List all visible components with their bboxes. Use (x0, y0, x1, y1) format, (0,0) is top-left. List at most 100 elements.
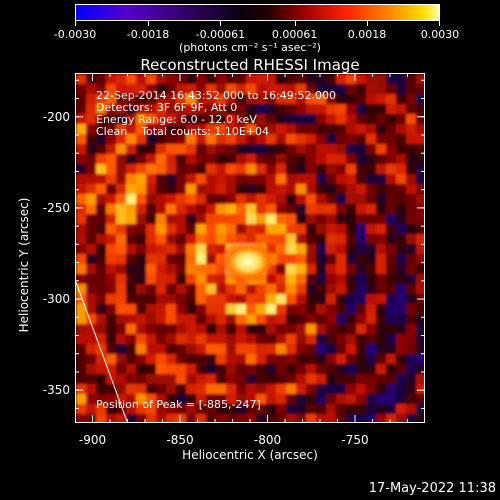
image-pixel (386, 174, 397, 185)
image-pixel (236, 104, 247, 115)
image-pixel (286, 324, 297, 335)
image-pixel (366, 314, 377, 325)
image-pixel (356, 234, 367, 245)
image-pixel (186, 234, 197, 245)
image-pixel (116, 94, 127, 105)
image-pixel (326, 164, 337, 175)
image-pixel (356, 224, 367, 235)
image-pixel (366, 324, 377, 335)
image-pixel (266, 184, 277, 195)
image-pixel (166, 284, 177, 295)
image-pixel (246, 334, 257, 345)
image-pixel (116, 274, 127, 285)
image-pixel (316, 184, 327, 195)
image-pixel (136, 144, 147, 155)
image-pixel (406, 94, 417, 105)
image-pixel (336, 334, 347, 345)
image-pixel (376, 394, 387, 405)
image-pixel (286, 284, 297, 295)
image-pixel (196, 154, 207, 165)
image-pixel (316, 344, 327, 355)
image-pixel (86, 194, 97, 205)
image-pixel (106, 104, 117, 115)
timestamp: 17-May-2022 11:38 (368, 481, 496, 496)
image-pixel (306, 234, 317, 245)
image-pixel (186, 274, 197, 285)
image-pixel (246, 364, 257, 375)
image-pixel (176, 254, 187, 265)
image-pixel (206, 184, 217, 195)
image-pixel (196, 124, 207, 135)
image-pixel (346, 394, 357, 405)
image-pixel (176, 314, 187, 325)
image-pixel (256, 234, 267, 245)
x-tick-label: -750 (341, 433, 369, 447)
image-pixel (406, 84, 417, 95)
image-pixel (96, 174, 107, 185)
image-pixel (166, 274, 177, 285)
image-pixel (376, 134, 387, 145)
image-pixel (266, 124, 277, 135)
image-pixel (186, 214, 197, 225)
annotation-time: 22-Sep-2014 16:43:52.000 to 16:49:52.000 (96, 89, 336, 102)
image-pixel (256, 224, 267, 235)
image-pixel (226, 414, 237, 422)
image-pixel (176, 284, 187, 295)
image-pixel (236, 334, 247, 345)
image-pixel (296, 324, 307, 335)
image-pixel (86, 254, 97, 265)
image-pixel (246, 144, 257, 155)
image-pixel (256, 354, 267, 365)
image-pixel (296, 154, 307, 165)
image-pixel (126, 274, 137, 285)
image-pixel (256, 134, 267, 145)
image-pixel (376, 344, 387, 355)
image-pixel (196, 264, 207, 275)
image-pixel (126, 184, 137, 195)
image-pixel (336, 264, 347, 275)
image-pixel (106, 164, 117, 175)
image-pixel (176, 354, 187, 365)
image-pixel (186, 264, 197, 275)
image-pixel (166, 144, 177, 155)
image-pixel (356, 284, 367, 295)
image-pixel (226, 134, 237, 145)
image-pixel (406, 244, 417, 255)
image-pixel (306, 294, 317, 305)
image-pixel (266, 394, 277, 405)
image-pixel (136, 124, 147, 135)
image-pixel (356, 354, 367, 365)
image-pixel (356, 94, 367, 105)
image-pixel (366, 94, 377, 105)
image-pixel (156, 354, 167, 365)
image-pixel (356, 394, 367, 405)
image-pixel (116, 104, 127, 115)
image-pixel (396, 404, 407, 415)
image-pixel (286, 394, 297, 405)
image-pixel (256, 84, 267, 95)
image-pixel (246, 354, 257, 365)
image-pixel (386, 304, 397, 315)
image-pixel (196, 234, 207, 245)
image-pixel (106, 304, 117, 315)
image-pixel (216, 284, 227, 295)
image-pixel (386, 264, 397, 275)
image-pixel (316, 404, 327, 415)
y-tick-label: -350 (42, 383, 70, 398)
image-pixel (316, 354, 327, 365)
image-pixel (116, 204, 127, 215)
image-pixel (236, 164, 247, 175)
image-pixel (246, 324, 257, 335)
image-pixel (146, 334, 157, 345)
image-pixel (116, 374, 127, 385)
image-pixel (206, 164, 217, 175)
image-pixel (246, 404, 257, 415)
image-pixel (266, 164, 277, 175)
image-pixel (366, 374, 377, 385)
image-pixel (146, 124, 157, 135)
image-pixel (366, 414, 377, 422)
image-pixel (266, 354, 277, 365)
image-pixel (296, 364, 307, 375)
image-pixel (136, 394, 147, 405)
image-pixel (356, 164, 367, 175)
